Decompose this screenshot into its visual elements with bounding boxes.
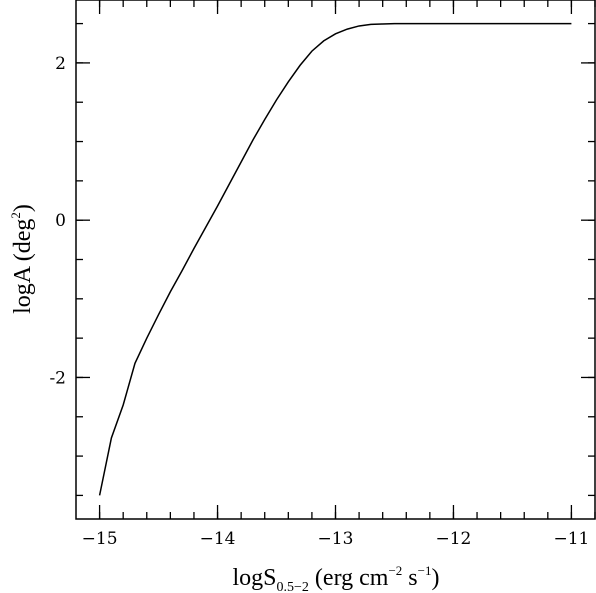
series-line xyxy=(98,22,572,496)
x-tick-label: −12 xyxy=(436,529,472,549)
y-axis-label: logA (deg2) xyxy=(8,204,36,314)
tick-labels: −15 −14 −13 −12 −11 2 0 -2 xyxy=(49,54,589,549)
x-axis-label: logS0.5−2 (erg cm−2 s−1) xyxy=(233,563,440,593)
y-axis-label-post: ) xyxy=(10,204,36,212)
ticks xyxy=(76,0,596,519)
x-axis-label-sup1: −2 xyxy=(388,563,402,578)
plot-frame xyxy=(75,0,596,520)
y-tick-label: 2 xyxy=(55,54,66,74)
x-tick-label: −14 xyxy=(200,529,236,549)
y-tick-label: 0 xyxy=(55,211,66,231)
y-axis-label-sup: 2 xyxy=(8,212,23,219)
x-tick-label: −11 xyxy=(553,529,589,549)
x-tick-label: −13 xyxy=(318,529,354,549)
x-axis-label-post: ) xyxy=(431,565,439,591)
y-tick-label: -2 xyxy=(49,368,66,388)
x-axis-label-sup2: −1 xyxy=(418,563,432,578)
x-axis-label-subscript: 0.5−2 xyxy=(277,580,309,593)
y-axis-label-main: logA (deg xyxy=(10,219,36,314)
x-axis-label-mid: s xyxy=(402,565,417,591)
x-axis-label-units: (erg cm xyxy=(309,565,389,591)
x-tick-label: −15 xyxy=(82,529,118,549)
x-axis-label-main: logS xyxy=(233,565,277,591)
